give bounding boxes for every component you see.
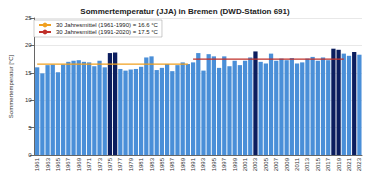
svg-text:1965: 1965	[55, 157, 61, 171]
svg-text:2011: 2011	[294, 157, 300, 171]
svg-text:1961: 1961	[34, 157, 40, 171]
svg-text:1975: 1975	[107, 157, 113, 171]
svg-text:1981: 1981	[138, 157, 144, 171]
svg-text:30 Jahresmittel (1961-1990) =: 30 Jahresmittel (1961-1990) = 16.6 °C	[56, 22, 159, 28]
svg-text:1989: 1989	[180, 157, 186, 171]
svg-text:1969: 1969	[76, 157, 82, 171]
svg-text:Sommertemperatur [°C]: Sommertemperatur [°C]	[8, 54, 14, 118]
svg-text:1997: 1997	[221, 157, 227, 171]
svg-text:Sommertemperatur (JJA) in Brem: Sommertemperatur (JJA) in Bremen (DWD-St…	[80, 7, 290, 16]
svg-text:2023: 2023	[356, 157, 362, 171]
svg-text:2007: 2007	[273, 157, 279, 171]
svg-text:2019: 2019	[336, 157, 342, 171]
svg-text:0: 0	[28, 152, 32, 158]
svg-text:1971: 1971	[86, 157, 92, 171]
svg-text:2013: 2013	[304, 157, 310, 171]
svg-text:1987: 1987	[169, 157, 175, 171]
svg-text:2009: 2009	[284, 157, 290, 171]
svg-text:1985: 1985	[159, 157, 165, 171]
svg-text:1999: 1999	[232, 157, 238, 171]
svg-text:1967: 1967	[65, 157, 71, 171]
svg-text:1993: 1993	[200, 157, 206, 171]
svg-text:2003: 2003	[252, 157, 258, 171]
svg-text:15: 15	[25, 70, 32, 76]
svg-text:1973: 1973	[97, 157, 103, 171]
svg-text:1995: 1995	[211, 157, 217, 171]
svg-text:1963: 1963	[45, 157, 51, 171]
svg-text:1991: 1991	[190, 157, 196, 171]
svg-text:10: 10	[25, 97, 32, 103]
svg-text:2005: 2005	[263, 157, 269, 171]
svg-text:1977: 1977	[117, 157, 123, 171]
svg-text:1983: 1983	[149, 157, 155, 171]
svg-text:20: 20	[25, 42, 32, 48]
svg-text:2021: 2021	[346, 157, 352, 171]
svg-text:5: 5	[28, 125, 32, 131]
svg-text:25: 25	[25, 15, 32, 21]
svg-text:2015: 2015	[315, 157, 321, 171]
svg-text:2001: 2001	[242, 157, 248, 171]
svg-text:30 Jahresmittel (1991-2020) =: 30 Jahresmittel (1991-2020) = 17.5 °C	[56, 29, 159, 35]
svg-text:1979: 1979	[128, 157, 134, 171]
svg-text:2017: 2017	[325, 157, 331, 171]
